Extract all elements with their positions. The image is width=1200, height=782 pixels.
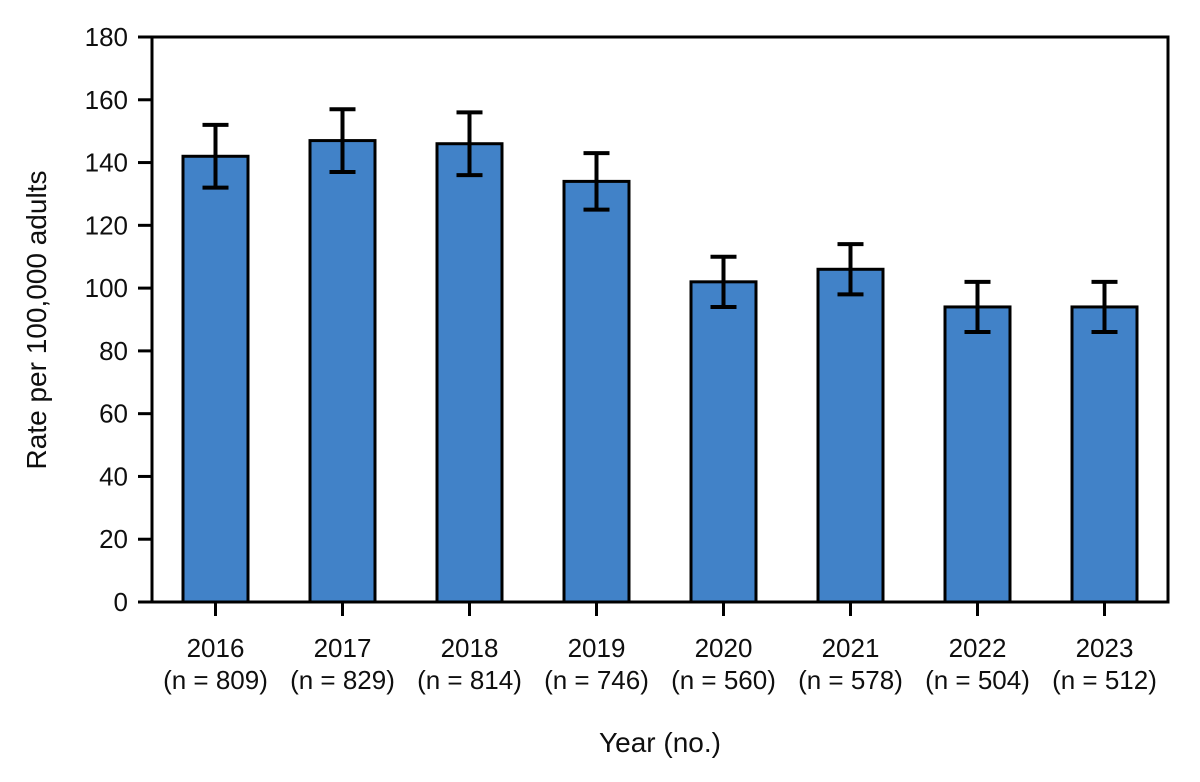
y-tick-label: 80 <box>99 336 128 366</box>
bar-2023 <box>1070 305 1139 604</box>
x-tick-label-year-2020: 2020 <box>695 633 753 663</box>
y-tick-label: 140 <box>85 148 128 178</box>
x-tick-label-n-2022: (n = 504) <box>925 665 1030 695</box>
plot-area: 0 20 40 60 80 100 120 140 160 180 2016(n = 809) 201… <box>85 22 1170 695</box>
plot-frame <box>150 35 1170 604</box>
y-tick-label: 100 <box>85 273 128 303</box>
bar-2018 <box>435 142 504 604</box>
bar-2019 <box>562 179 631 604</box>
y-tick-label: 120 <box>85 210 128 240</box>
bar-2016 <box>181 154 250 604</box>
y-tick-label: 60 <box>99 399 128 429</box>
bar-2020 <box>689 280 758 604</box>
x-tick-label-year-2018: 2018 <box>441 633 499 663</box>
bar-2021 <box>816 267 885 604</box>
x-tick-label-n-2020: (n = 560) <box>671 665 776 695</box>
x-tick-label-year-2021: 2021 <box>822 633 880 663</box>
y-tick-label: 0 <box>114 587 128 617</box>
x-tick-label-n-2017: (n = 829) <box>290 665 395 695</box>
x-tick-label-year-2016: 2016 <box>187 633 245 663</box>
y-tick-label: 20 <box>99 524 128 554</box>
y-tick-label: 40 <box>99 461 128 491</box>
x-tick-label-n-2018: (n = 814) <box>417 665 522 695</box>
x-tick-label-n-2021: (n = 578) <box>798 665 903 695</box>
x-tick-label-n-2023: (n = 512) <box>1052 665 1157 695</box>
x-tick-label-year-2022: 2022 <box>949 633 1007 663</box>
bar-2017 <box>308 139 377 604</box>
x-tick-label-year-2023: 2023 <box>1076 633 1134 663</box>
x-tick-label-n-2019: (n = 746) <box>544 665 649 695</box>
x-tick-label-year-2017: 2017 <box>314 633 372 663</box>
x-tick-label-year-2019: 2019 <box>568 633 626 663</box>
bar-2022 <box>943 305 1012 604</box>
y-axis-title: Rate per 100,000 adults <box>21 171 52 470</box>
x-tick-label-n-2016: (n = 809) <box>163 665 268 695</box>
y-tick-label: 160 <box>85 85 128 115</box>
x-axis-title: Year (no.) <box>599 727 721 758</box>
y-tick-label: 180 <box>85 22 128 52</box>
